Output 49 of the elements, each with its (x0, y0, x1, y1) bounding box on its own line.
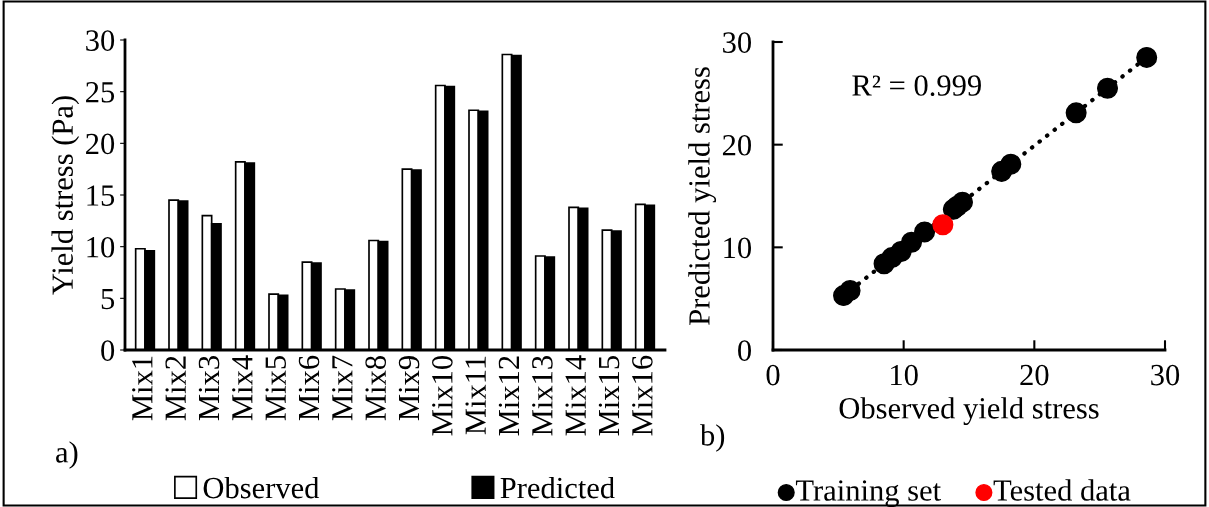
x-tick-label: Mix15 (598, 356, 620, 436)
y-tick-label: 20 (86, 133, 115, 155)
legend-label: Observed (203, 476, 320, 499)
x-tick-label: Mix1 (132, 356, 153, 421)
point (932, 214, 954, 236)
y-tick-label: 25 (86, 82, 115, 103)
point (991, 160, 1013, 182)
x-tick-label: Mix2 (165, 356, 186, 421)
x-tick-label: Mix8 (365, 356, 386, 421)
text: a) (56, 441, 78, 469)
y-tick-label: 20 (722, 134, 751, 156)
x-tick-label: 10 (891, 364, 918, 386)
x-tick-label: Mix9 (398, 356, 420, 421)
x-tick-label: Mix10 (432, 356, 453, 436)
y-tick-label: 10 (724, 237, 751, 259)
y-tick-label: 0 (738, 340, 751, 361)
x-tick-label: Mix16 (632, 355, 653, 436)
x-tick-label: Mix11 (465, 356, 486, 435)
x-tick-label: Mix3 (198, 356, 220, 421)
y-axis-title: Yield stress (Pa) (51, 96, 80, 295)
legend-label: Predicted (500, 476, 615, 499)
x-tick-label: 20 (1020, 364, 1049, 386)
x-tick-label: 0 (766, 364, 780, 386)
y-tick-label: 10 (87, 236, 115, 258)
legend-label: Training set (795, 480, 941, 507)
x-tick-label: Mix12 (498, 356, 520, 436)
y-tick-label: 30 (723, 32, 751, 53)
x-tick-label: Mix13 (532, 356, 553, 436)
point (1136, 46, 1158, 68)
x-tick-label: 30 (1151, 364, 1180, 386)
point (881, 247, 903, 269)
x-tick-label: Mix14 (565, 355, 586, 436)
x-tick-label: Mix4 (232, 355, 253, 421)
point (1065, 102, 1087, 124)
x-axis-title: Observed yield stress (839, 397, 1099, 425)
annotation: R² = 0.999 (852, 75, 981, 96)
y-tick-label: 30 (86, 30, 115, 51)
text: b) (700, 424, 725, 452)
y-axis-title: Predicted yield stress (688, 67, 717, 325)
y-tick-label: 5 (101, 288, 115, 310)
y-tick-label: 0 (101, 340, 115, 361)
point (1096, 77, 1119, 99)
legend-label: Tested data (993, 479, 1131, 501)
point (839, 279, 861, 301)
x-tick-label: Mix7 (332, 355, 353, 421)
point (914, 221, 936, 243)
x-tick-label: Mix6 (298, 355, 320, 421)
x-tick-label: Mix5 (265, 356, 286, 421)
y-tick-label: 15 (87, 185, 115, 206)
